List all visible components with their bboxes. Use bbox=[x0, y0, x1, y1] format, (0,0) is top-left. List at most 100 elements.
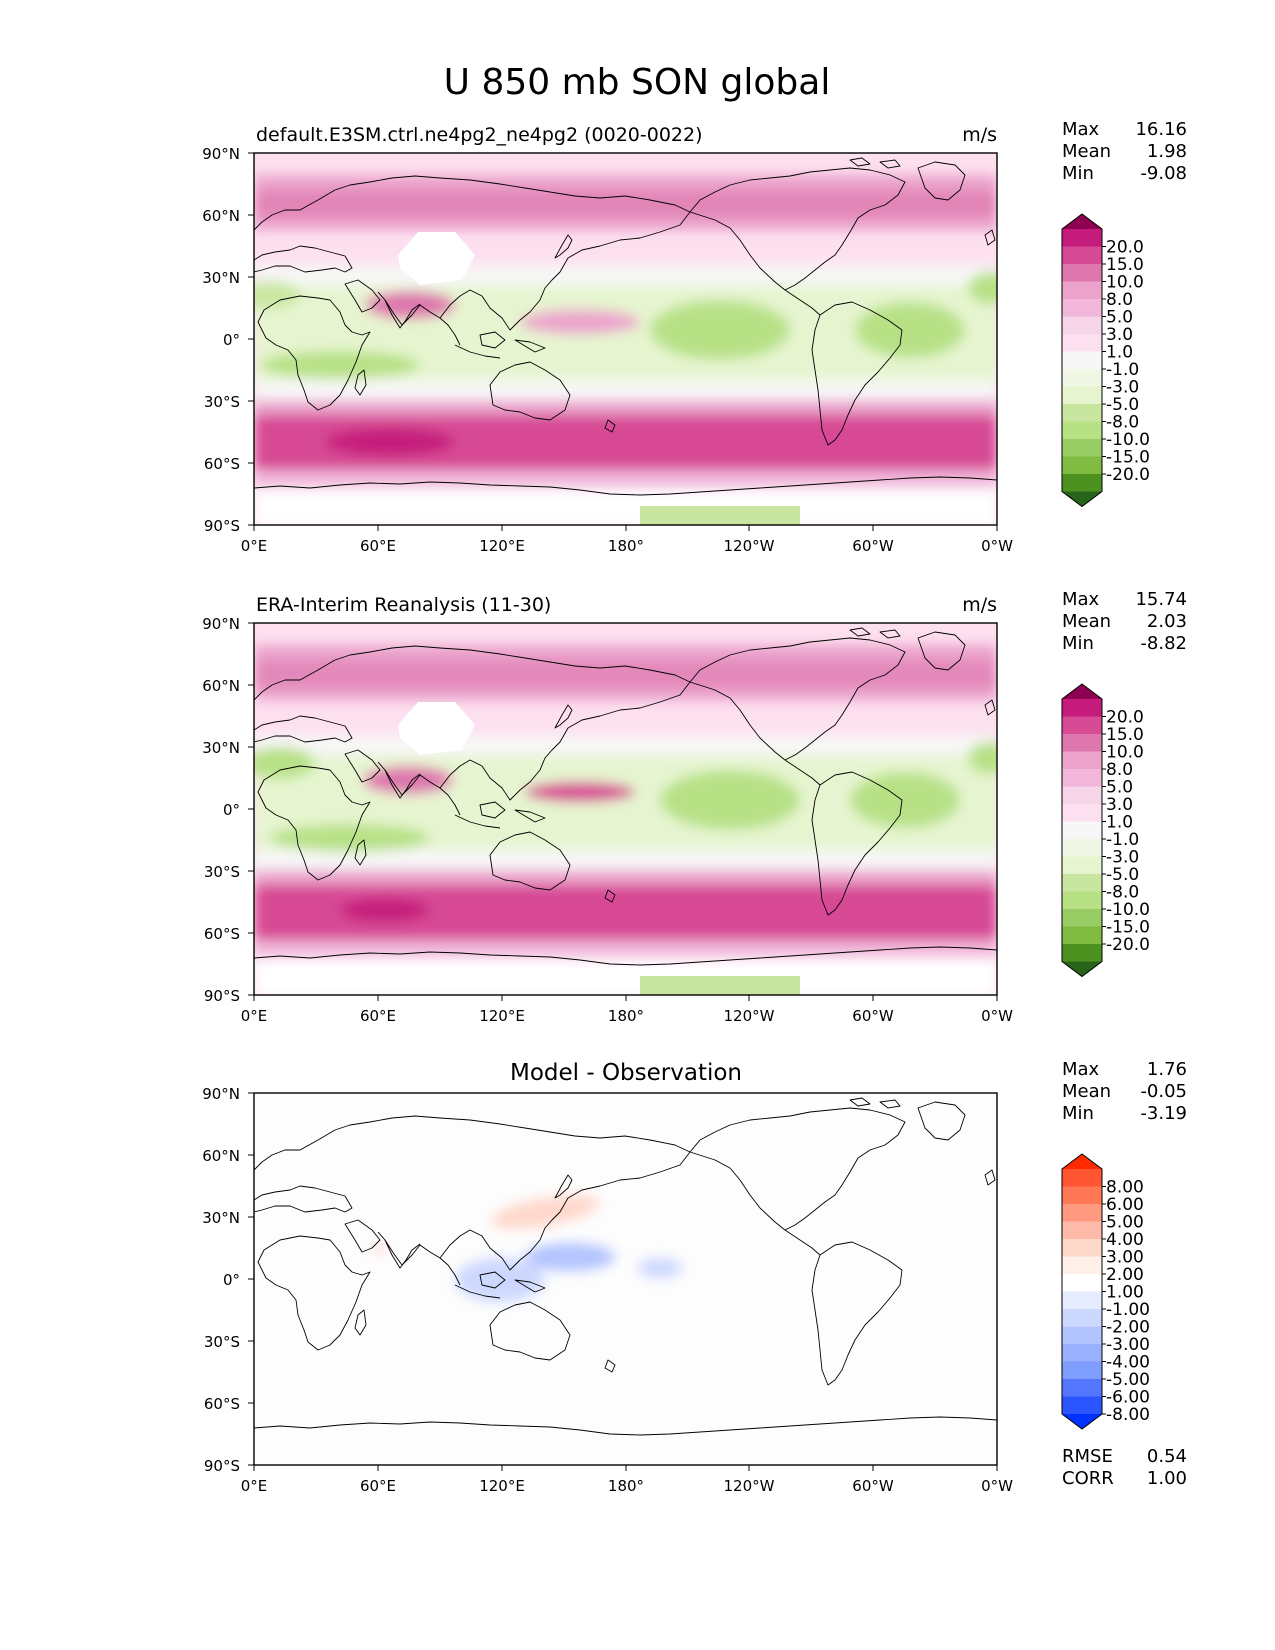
lon-tick: 180° bbox=[608, 1477, 644, 1495]
lon-tick: 0°W bbox=[981, 1477, 1013, 1495]
colorbar-swatch bbox=[1062, 1326, 1102, 1345]
colorbar-tick-label: -4.00 bbox=[1106, 1353, 1150, 1373]
colorbar-swatch bbox=[1062, 316, 1102, 335]
figure-title: U 850 mb SON global bbox=[444, 62, 831, 103]
lat-tick: 90°S bbox=[204, 517, 240, 535]
colorbar-tick-label: 10.0 bbox=[1106, 273, 1144, 293]
colorbar-tick-label: -2.00 bbox=[1106, 1318, 1150, 1338]
lon-tick: 120°W bbox=[724, 1477, 775, 1495]
stat-mean: 1.98 bbox=[1147, 141, 1187, 162]
colorbar-tick-label: -20.0 bbox=[1106, 935, 1150, 955]
colorbar-swatch bbox=[1062, 386, 1102, 405]
colorbar-extend-min bbox=[1062, 1414, 1102, 1429]
lat-tick: 60°S bbox=[204, 455, 240, 473]
colorbar-swatch bbox=[1062, 1274, 1102, 1292]
colorbar-swatch bbox=[1062, 281, 1102, 300]
stat-label: Min bbox=[1062, 163, 1094, 184]
panel-reference: ERA-Interim Reanalysis (11-30) m/s bbox=[202, 589, 1187, 1025]
colorbar-swatch bbox=[1062, 421, 1102, 440]
stat-label: Mean bbox=[1062, 611, 1111, 632]
colorbar-tick-label: -15.0 bbox=[1106, 448, 1150, 468]
panel-test: default.E3SM.ctrl.ne4pg2_ne4pg2 (0020-00… bbox=[202, 119, 1187, 555]
lon-tick: 0°E bbox=[241, 1477, 268, 1495]
colorbar-swatch bbox=[1062, 926, 1102, 945]
colorbar-tick-label: 8.00 bbox=[1106, 1178, 1144, 1198]
panel-difference: Model - Observation 90°N 60°N 30°N 0° 30… bbox=[202, 1059, 1187, 1495]
lon-tick: 60°W bbox=[852, 537, 894, 555]
lon-tick: 180° bbox=[608, 1007, 644, 1025]
lon-tick: 0°W bbox=[981, 537, 1013, 555]
lat-tick: 60°S bbox=[204, 1395, 240, 1413]
colorbar-tick-label: 20.0 bbox=[1106, 708, 1144, 728]
colorbar-tick-label: 20.0 bbox=[1106, 238, 1144, 258]
lat-tick: 0° bbox=[223, 801, 240, 819]
lon-tick: 60°E bbox=[360, 1007, 396, 1025]
colorbar-tick-label: -3.0 bbox=[1106, 848, 1139, 868]
stat-max: 16.16 bbox=[1135, 119, 1187, 140]
colorbar-swatch bbox=[1062, 769, 1102, 787]
colorbar-swatch bbox=[1062, 1169, 1102, 1187]
panel-title-center: Model - Observation bbox=[510, 1060, 742, 1086]
colorbar-tick-label: 3.0 bbox=[1106, 325, 1133, 345]
lon-tick: 60°E bbox=[360, 537, 396, 555]
colorbar-swatch bbox=[1062, 439, 1102, 457]
colorbar-tick-label: 8.0 bbox=[1106, 760, 1133, 780]
colorbar-swatch bbox=[1062, 751, 1102, 770]
lon-tick: 120°E bbox=[479, 537, 525, 555]
colorbar-tick-label: 15.0 bbox=[1106, 255, 1144, 275]
lat-tick: 30°S bbox=[204, 393, 240, 411]
colorbar-swatch bbox=[1062, 1396, 1102, 1415]
colorbar-swatch bbox=[1062, 456, 1102, 475]
colorbar-extend-max bbox=[1062, 214, 1102, 229]
colorbar-tick-label: -8.00 bbox=[1106, 1405, 1150, 1425]
colorbar-swatch bbox=[1062, 474, 1102, 492]
stats-block: Max 1.76 Mean -0.05 Min -3.19 bbox=[1062, 1059, 1187, 1124]
lon-tick: 120°W bbox=[724, 1007, 775, 1025]
colorbar-swatch bbox=[1062, 699, 1102, 717]
colorbar-swatch bbox=[1062, 891, 1102, 910]
x-axis-ticks: 0°E 60°E 120°E 180° 120°W 60°W 0°W bbox=[241, 1465, 1013, 1495]
colorbar-swatch bbox=[1062, 1291, 1102, 1310]
colorbar-extend-min bbox=[1062, 961, 1102, 977]
lon-tick: 120°E bbox=[479, 1007, 525, 1025]
stat-mean: 2.03 bbox=[1147, 611, 1187, 632]
colorbar-tick-label: 5.00 bbox=[1106, 1213, 1144, 1233]
field-map bbox=[254, 153, 997, 525]
panel-units: m/s bbox=[962, 594, 997, 616]
colorbar-swatch bbox=[1062, 1256, 1102, 1275]
colorbar-swatch bbox=[1062, 786, 1102, 805]
colorbar-extend-max bbox=[1062, 1154, 1102, 1169]
colorbar-tick-label: -10.0 bbox=[1106, 900, 1150, 920]
stat-max: 15.74 bbox=[1135, 589, 1187, 610]
colorbar-swatch bbox=[1062, 334, 1102, 352]
colorbar-tick-label: -3.00 bbox=[1106, 1335, 1150, 1355]
colorbar-extend-max bbox=[1062, 684, 1102, 699]
lon-tick: 120°W bbox=[724, 537, 775, 555]
lon-tick: 120°E bbox=[479, 1477, 525, 1495]
metric-rmse: 0.54 bbox=[1147, 1446, 1187, 1467]
stat-label: Min bbox=[1062, 1103, 1094, 1124]
colorbar: 8.006.005.004.003.002.001.00-1.00-2.00-3… bbox=[1061, 1153, 1150, 1430]
colorbar-swatch bbox=[1062, 804, 1102, 822]
lat-tick: 30°S bbox=[204, 1333, 240, 1351]
stats-block: Max 15.74 Mean 2.03 Min -8.82 bbox=[1062, 589, 1187, 654]
stat-min: -8.82 bbox=[1140, 633, 1187, 654]
stat-label: Mean bbox=[1062, 141, 1111, 162]
lat-tick: 90°S bbox=[204, 987, 240, 1005]
colorbar-swatch bbox=[1062, 874, 1102, 892]
colorbar-swatch bbox=[1062, 1239, 1102, 1257]
colorbar-swatch bbox=[1062, 246, 1102, 265]
metric-label: RMSE bbox=[1062, 1446, 1113, 1467]
colorbar-swatch bbox=[1062, 1204, 1102, 1222]
colorbar-tick-label: 6.00 bbox=[1106, 1195, 1144, 1215]
lon-tick: 0°W bbox=[981, 1007, 1013, 1025]
stats-block: Max 16.16 Mean 1.98 Min -9.08 bbox=[1062, 119, 1187, 184]
lon-tick: 0°E bbox=[241, 1007, 268, 1025]
stat-max: 1.76 bbox=[1147, 1059, 1187, 1080]
colorbar-swatch bbox=[1062, 1221, 1102, 1240]
colorbar-swatch bbox=[1062, 299, 1102, 317]
lat-tick: 60°S bbox=[204, 925, 240, 943]
colorbar-swatch bbox=[1062, 1361, 1102, 1380]
lat-tick: 0° bbox=[223, 331, 240, 349]
colorbar-tick-label: 5.0 bbox=[1106, 308, 1133, 328]
